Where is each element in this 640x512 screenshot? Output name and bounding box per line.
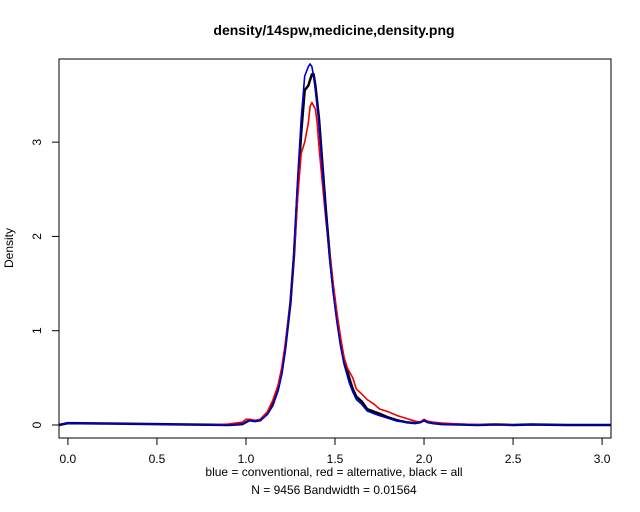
x-tick-label: 2.0 [416, 452, 433, 466]
plot-frame [58, 58, 612, 439]
x-tick-label: 0.0 [60, 452, 77, 466]
y-tick-label: 2 [30, 233, 44, 240]
y-tick-label: 3 [30, 138, 44, 145]
x-tick-label: 2.5 [505, 452, 522, 466]
x-axis: 0.0 0.5 1.0 1.5 2.0 2.5 3.0 [60, 437, 611, 466]
y-axis-label: Density [2, 228, 16, 268]
y-tick-label: 1 [30, 327, 44, 334]
x-tick-label: 0.5 [149, 452, 166, 466]
series-layer [58, 63, 611, 427]
y-tick-label: 0 [30, 421, 44, 428]
x-axis-label-line1: blue = conventional, red = alternative, … [205, 465, 462, 479]
x-tick-label: 1.0 [238, 452, 255, 466]
series-line-all [58, 73, 611, 427]
x-tick-label: 1.5 [327, 452, 344, 466]
y-axis: 0 1 2 3 [30, 138, 60, 428]
x-tick-label: 3.0 [594, 452, 611, 466]
x-axis-label-line2: N = 9456 Bandwidth = 0.01564 [251, 483, 417, 497]
chart-title: density/14spw,medicine,density.png [213, 22, 454, 38]
series-line-conventional [58, 63, 611, 426]
series-line-alternative [210, 101, 514, 426]
